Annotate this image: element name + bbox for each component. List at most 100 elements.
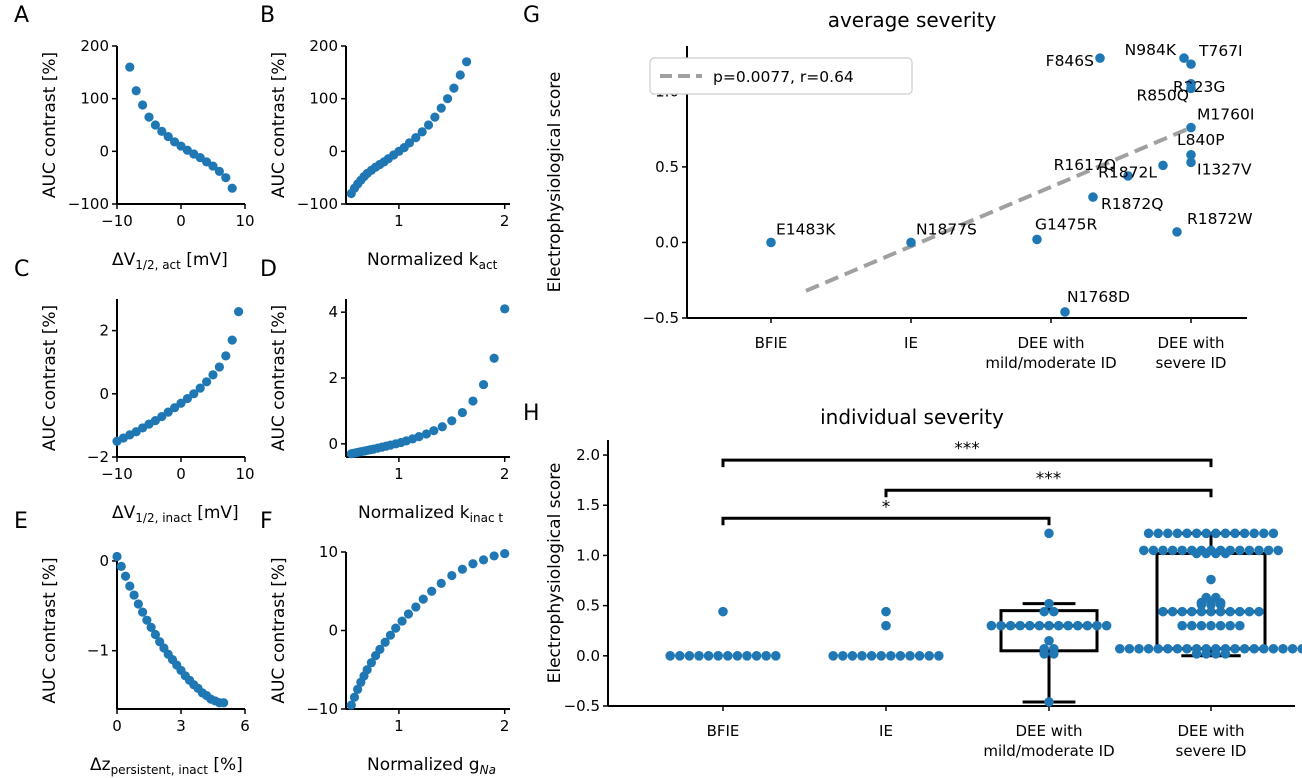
legend-box [649, 57, 913, 95]
point-label: G1475R [1035, 215, 1097, 233]
data-point [905, 651, 915, 661]
data-point [1063, 620, 1073, 631]
data-point [195, 383, 205, 393]
y-tick-label: −2 [87, 448, 109, 466]
point-label: N1877S [916, 220, 977, 238]
data-point [133, 599, 143, 609]
data-point [1153, 643, 1163, 654]
data-point [742, 651, 752, 661]
data-point [457, 564, 467, 574]
data-point [1039, 606, 1049, 617]
data-point [665, 651, 675, 661]
data-point [881, 606, 891, 617]
data-point [1235, 606, 1245, 617]
data-point [478, 379, 489, 390]
data-point [157, 411, 167, 422]
data-point [828, 651, 838, 661]
data-point [1115, 643, 1125, 654]
y-tick-label: 0.0 [576, 647, 600, 665]
data-point [1015, 620, 1025, 631]
data-point [694, 651, 704, 661]
data-point [1191, 649, 1202, 659]
data-point [732, 651, 743, 661]
data-point [1182, 643, 1192, 654]
data-point [1230, 528, 1240, 539]
data-point [1039, 649, 1049, 659]
data-point [138, 100, 148, 110]
x-tick-label: IE [879, 722, 893, 740]
data-point [404, 138, 415, 148]
data-point [1060, 307, 1070, 317]
point-label: T767I [1198, 42, 1243, 60]
data-point [1254, 606, 1264, 617]
data-point [176, 398, 186, 408]
data-point [131, 86, 141, 96]
data-point [895, 651, 906, 661]
data-point [1177, 606, 1187, 617]
point-label: R223G [1173, 78, 1225, 96]
y-tick-label: 2 [99, 322, 109, 340]
x-tick-label: IE [904, 334, 918, 352]
x-tick-label: 0 [176, 465, 186, 483]
data-point [462, 57, 472, 67]
data-point [489, 353, 499, 363]
data-point [1196, 606, 1207, 617]
x-tick-label: DEE with mild/moderate ID [985, 334, 1116, 372]
data-point [214, 166, 224, 176]
data-point [1206, 606, 1216, 617]
data-point [457, 407, 467, 418]
x-tick-label: 0 [176, 212, 186, 230]
data-point [163, 407, 173, 417]
x-tick-label: BFIE [755, 334, 788, 352]
point-label: R850Q [1136, 86, 1189, 104]
data-point [391, 623, 401, 633]
x-tick-label: 1 [394, 717, 404, 735]
y-tick-label: −100 [297, 195, 338, 213]
data-point [1044, 635, 1054, 646]
data-point [1172, 227, 1182, 237]
fit-line [805, 125, 1192, 293]
y-axis-title: AUC contrast [%] [269, 557, 289, 703]
data-point [847, 651, 858, 661]
data-point [1268, 528, 1279, 539]
x-axis-title-e: Δzpersistent, inact [%] [90, 755, 243, 777]
data-point [1186, 122, 1196, 133]
data-point [227, 335, 237, 345]
panel-h: individual severity −0.5 0.0 0.5 1.0 1.5 2.0 BF… [545, 405, 1302, 760]
data-point [766, 237, 776, 248]
data-point [1206, 620, 1216, 631]
data-point [1220, 528, 1231, 539]
data-point [675, 651, 685, 661]
data-point [349, 692, 360, 702]
panel-letter-d: D [260, 257, 277, 282]
data-point [1143, 528, 1154, 539]
data-point [1163, 528, 1173, 539]
data-point [924, 651, 934, 661]
y-axis-title: AUC contrast [%] [40, 305, 60, 451]
data-point [1143, 643, 1154, 654]
data-point [1092, 620, 1102, 631]
data-point [125, 581, 135, 591]
x-tick-label: −10 [101, 465, 133, 483]
panel-letter-c: C [14, 257, 29, 282]
data-point [189, 389, 199, 399]
significance-bracket [884, 488, 1213, 498]
data-point [751, 651, 762, 661]
data-point [1034, 620, 1045, 631]
panel-letter-h: H [523, 401, 540, 426]
y-tick-label: 1.5 [576, 496, 600, 514]
y-axis-title: AUC contrast [%] [40, 557, 60, 703]
data-point [1201, 548, 1211, 559]
y-axis-title: AUC contrast [%] [269, 305, 289, 451]
data-point [362, 665, 372, 675]
panel-b: 1 2 −100 0 100 200 AUC contrast [%] [269, 37, 510, 230]
x-tick-label: 10 [235, 465, 254, 483]
data-point [1249, 528, 1259, 539]
data-point [455, 70, 465, 80]
data-point [182, 393, 192, 404]
data-point [144, 112, 154, 122]
data-point [1225, 620, 1235, 631]
data-point [886, 651, 896, 661]
data-point [411, 602, 421, 612]
